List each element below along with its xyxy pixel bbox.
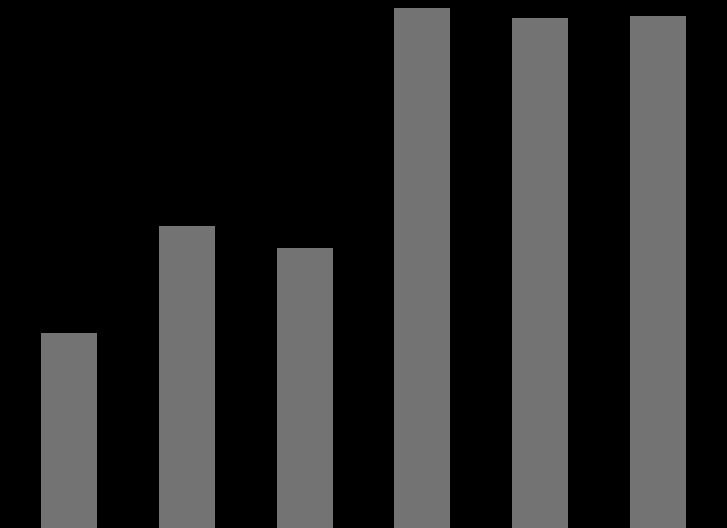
bar-3 (277, 248, 333, 528)
bar-chart (0, 0, 727, 528)
bar-1 (41, 333, 97, 528)
bar-4 (394, 8, 450, 528)
bar-2 (159, 226, 215, 528)
bar-6 (630, 16, 686, 528)
bar-5 (512, 18, 568, 528)
